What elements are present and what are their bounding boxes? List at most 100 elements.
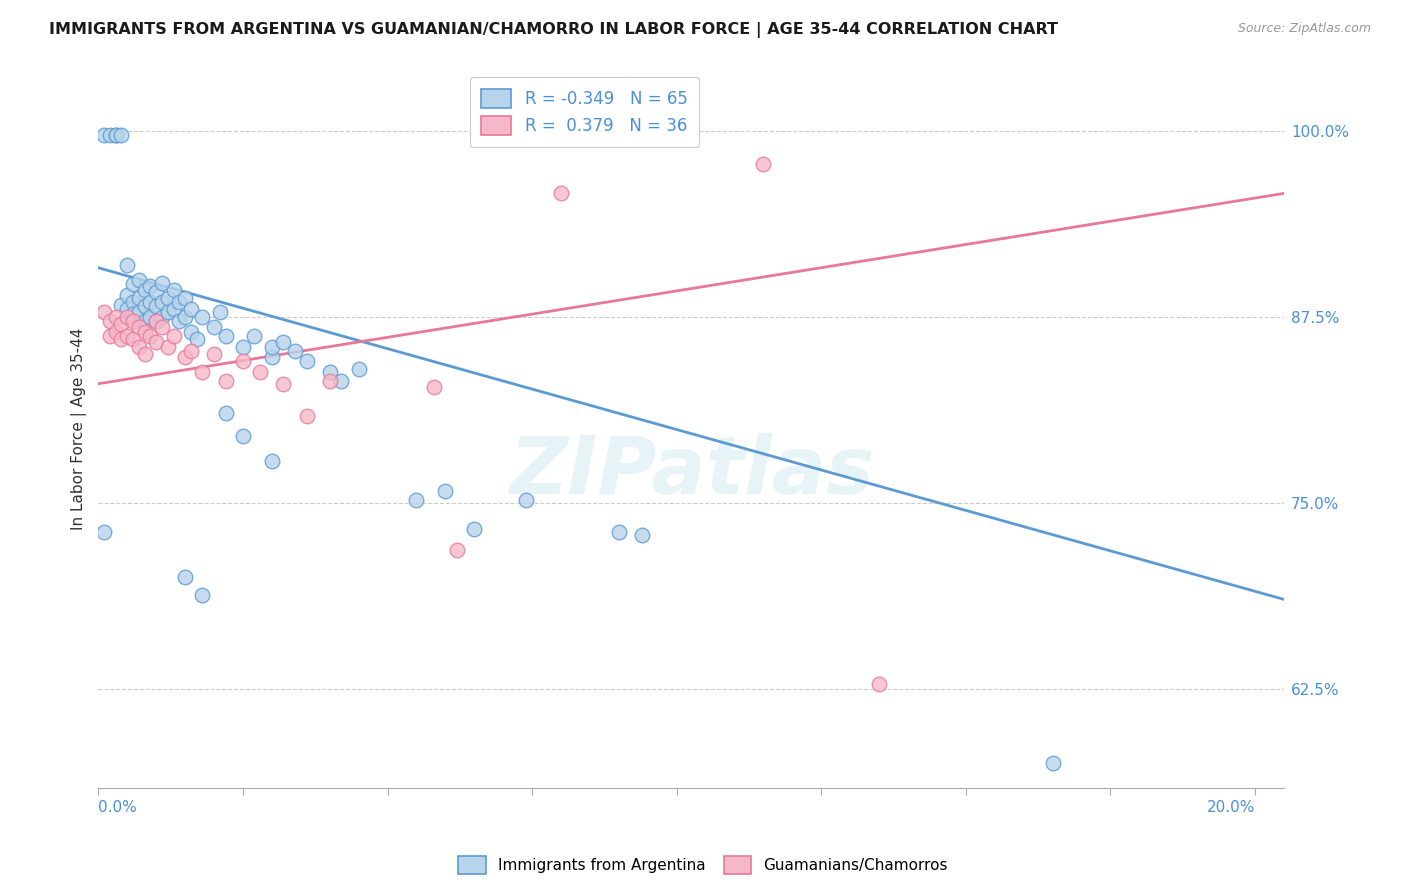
Point [134, 314, 156, 328]
Point [214, 374, 236, 388]
Point [180, 325, 202, 339]
Point [150, 310, 173, 324]
Point [318, 374, 340, 388]
Point [284, 344, 307, 359]
Y-axis label: In Labor Force | Age 35-44: In Labor Force | Age 35-44 [72, 327, 87, 530]
Point [550, 186, 572, 201]
Point [174, 310, 197, 324]
Point [128, 340, 150, 354]
Point [191, 365, 214, 379]
Point [104, 325, 127, 339]
Point [98, 128, 121, 143]
Point [260, 350, 283, 364]
Point [169, 295, 191, 310]
Point [273, 335, 295, 350]
Point [110, 318, 132, 332]
Text: ZIPatlas: ZIPatlas [509, 433, 873, 510]
Point [139, 278, 162, 293]
Point [134, 325, 156, 339]
Point [139, 295, 162, 310]
Point [128, 291, 150, 305]
Point [330, 374, 353, 388]
Point [122, 307, 145, 321]
Legend: Immigrants from Argentina, Guamanians/Chamorros: Immigrants from Argentina, Guamanians/Ch… [451, 850, 955, 880]
Point [260, 340, 283, 354]
Point [110, 332, 132, 346]
Point [98, 314, 121, 328]
Point [117, 310, 139, 324]
Legend: R = -0.349   N = 65, R =  0.379   N = 36: R = -0.349 N = 65, R = 0.379 N = 36 [470, 77, 699, 147]
Point [139, 310, 162, 324]
Point [104, 128, 127, 143]
Point [243, 329, 266, 343]
Point [260, 454, 283, 468]
Point [631, 528, 654, 542]
Point [752, 157, 775, 171]
Point [98, 329, 121, 343]
Point [463, 523, 485, 537]
Point [122, 295, 145, 310]
Point [180, 344, 202, 359]
Point [128, 273, 150, 287]
Point [515, 492, 537, 507]
Point [232, 340, 254, 354]
Point [347, 362, 370, 376]
Point [93, 305, 115, 319]
Point [104, 310, 127, 324]
Point [1042, 756, 1064, 770]
Point [156, 305, 179, 319]
Point [295, 409, 318, 424]
Point [145, 285, 167, 299]
Point [117, 287, 139, 301]
Point [145, 300, 167, 314]
Point [128, 305, 150, 319]
Point [93, 128, 115, 143]
Text: 0.0%: 0.0% [98, 800, 138, 815]
Point [145, 314, 167, 328]
Text: Source: ZipAtlas.com: Source: ZipAtlas.com [1237, 22, 1371, 36]
Point [93, 525, 115, 540]
Point [214, 407, 236, 421]
Point [117, 258, 139, 272]
Point [145, 314, 167, 328]
Point [174, 350, 197, 364]
Point [434, 483, 457, 498]
Point [214, 329, 236, 343]
Point [162, 329, 184, 343]
Point [117, 329, 139, 343]
Point [607, 525, 630, 540]
Point [174, 570, 197, 584]
Point [134, 283, 156, 297]
Point [122, 277, 145, 292]
Point [150, 320, 173, 334]
Point [156, 340, 179, 354]
Point [169, 314, 191, 328]
Point [318, 365, 340, 379]
Point [110, 128, 132, 143]
Point [202, 320, 225, 334]
Point [145, 335, 167, 350]
Point [446, 543, 468, 558]
Text: 20.0%: 20.0% [1206, 800, 1256, 815]
Point [122, 332, 145, 346]
Point [110, 298, 132, 312]
Point [191, 310, 214, 324]
Point [868, 677, 890, 691]
Point [208, 305, 231, 319]
Point [162, 302, 184, 317]
Point [423, 380, 446, 394]
Point [232, 354, 254, 368]
Point [186, 332, 208, 346]
Point [180, 302, 202, 317]
Point [104, 128, 127, 143]
Point [150, 276, 173, 290]
Point [174, 291, 197, 305]
Point [295, 354, 318, 368]
Point [249, 365, 271, 379]
Point [134, 300, 156, 314]
Point [134, 347, 156, 361]
Point [117, 302, 139, 317]
Point [156, 291, 179, 305]
Point [139, 329, 162, 343]
Point [128, 320, 150, 334]
